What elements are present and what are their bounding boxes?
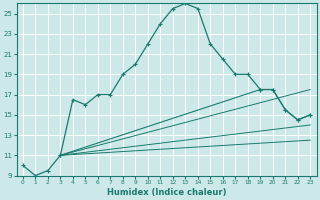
X-axis label: Humidex (Indice chaleur): Humidex (Indice chaleur) — [107, 188, 226, 197]
